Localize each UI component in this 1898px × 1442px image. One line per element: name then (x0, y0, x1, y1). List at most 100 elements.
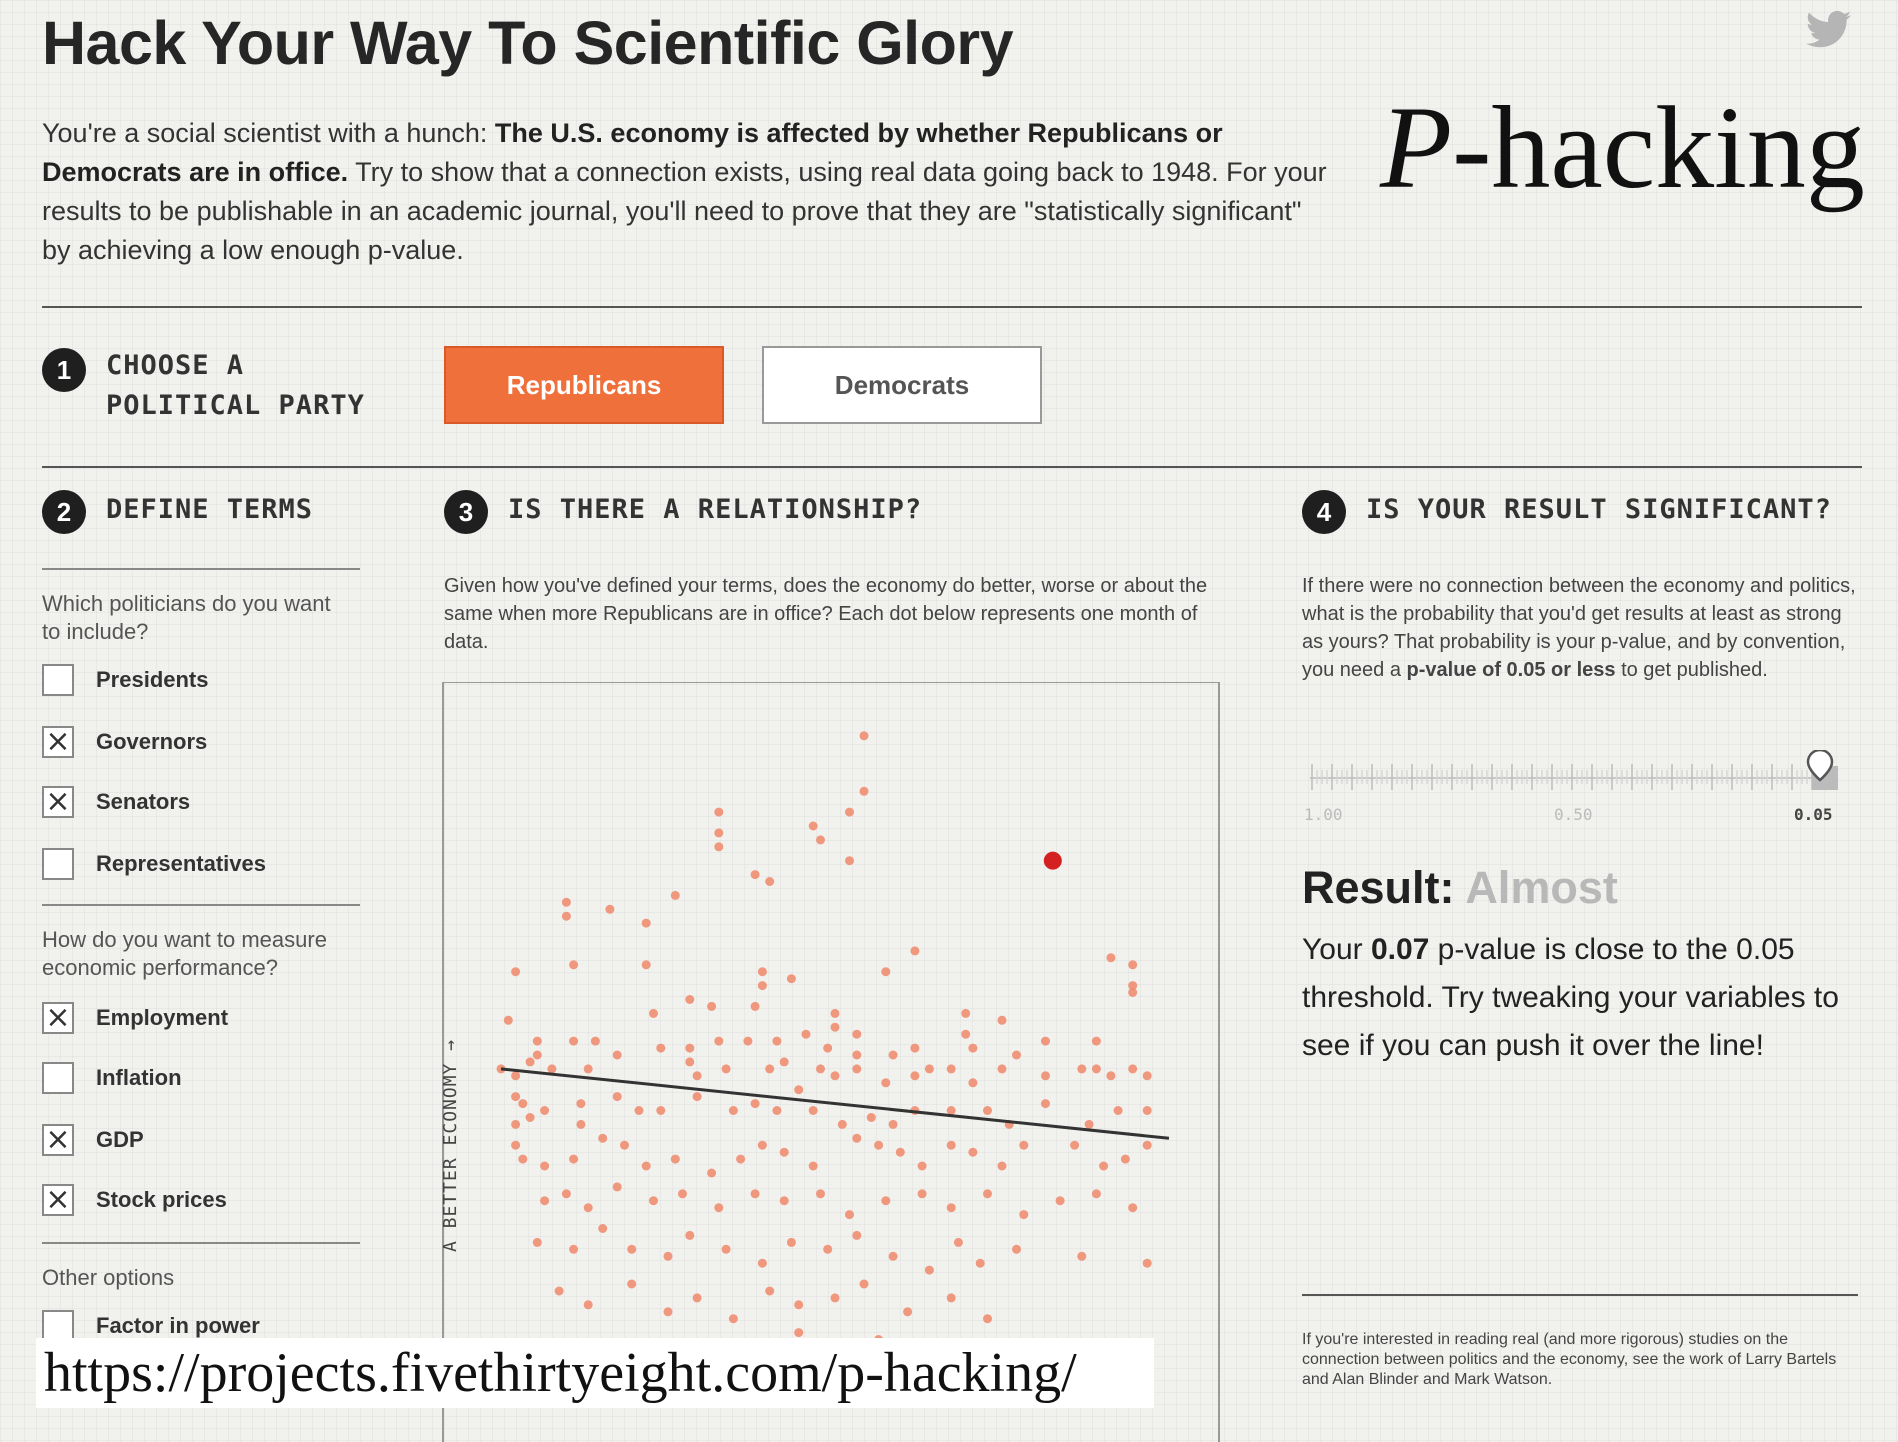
scatter-point (641, 960, 651, 970)
scatter-point (540, 1196, 550, 1206)
scatter-point (1128, 988, 1138, 997)
scatter-point (852, 1029, 862, 1039)
checkbox-representatives[interactable]: Representatives (42, 846, 266, 882)
scatter-point (728, 1106, 738, 1115)
scatter-point (656, 1106, 666, 1115)
scatter-point (569, 1036, 579, 1046)
scatter-point (903, 1307, 913, 1317)
scatter-point (881, 967, 891, 977)
scatter-point (583, 1203, 593, 1213)
scatter-point (983, 1314, 992, 1324)
scatter-point (866, 1113, 876, 1122)
scale-label-high: 1.00 (1304, 805, 1343, 824)
scatter-point (845, 856, 854, 866)
result-value: Almost (1465, 862, 1618, 913)
scatter-point (859, 786, 869, 796)
scatter-point (794, 1328, 804, 1338)
scale-label-mid: 0.50 (1554, 805, 1593, 824)
checkbox-box[interactable] (42, 664, 74, 696)
scatter-point (830, 1008, 840, 1018)
democrats-button[interactable]: Democrats (762, 346, 1042, 424)
checkbox-box[interactable]: × (42, 726, 74, 758)
scatter-point (532, 1237, 542, 1247)
scatter-point (721, 1064, 731, 1074)
scatter-point (612, 1092, 622, 1102)
checkbox-gdp[interactable]: × GDP (42, 1122, 144, 1158)
scatter-point (750, 1001, 760, 1011)
scatter-point (511, 1071, 521, 1081)
scatter-point (561, 911, 571, 921)
scatter-point (1128, 960, 1138, 970)
scatter-point (583, 1300, 593, 1310)
scatter-point (808, 821, 818, 831)
scatter-point (765, 877, 775, 886)
scatter-point (823, 1244, 833, 1254)
scatter-point (1091, 1064, 1101, 1074)
step1-label: CHOOSE A POLITICAL PARTY (106, 350, 365, 421)
scatter-point (794, 1300, 804, 1310)
divider (42, 568, 360, 570)
checkbox-label: Employment (96, 1005, 229, 1030)
scatter-point (1012, 1050, 1021, 1060)
scatter-point (750, 870, 760, 880)
checkbox-box[interactable]: × (42, 786, 74, 818)
scatter-point (1106, 1071, 1116, 1081)
checkbox-box[interactable]: × (42, 1002, 74, 1034)
checkbox-box[interactable]: × (42, 1124, 74, 1156)
checkbox-inflation[interactable]: Inflation (42, 1060, 182, 1096)
republicans-button[interactable]: Republicans (444, 346, 724, 424)
scatter-point (859, 731, 869, 741)
checkbox-presidents[interactable]: Presidents (42, 662, 209, 698)
scatter-point (830, 1022, 840, 1032)
twitter-icon[interactable] (1806, 10, 1852, 50)
checkbox-factor-in-power[interactable]: Factor in power (42, 1308, 260, 1344)
scatter-point (511, 1119, 521, 1129)
scatter-point (786, 974, 796, 984)
scatter-plot: A BETTER ECONOMY → (442, 682, 1220, 1442)
scatter-point (692, 1293, 702, 1303)
divider (1302, 1294, 1858, 1296)
divider (42, 904, 360, 906)
scatter-point (670, 890, 680, 900)
checkbox-label: Inflation (96, 1065, 182, 1090)
scatter-point (1070, 1140, 1080, 1150)
checkbox-stock-prices[interactable]: × Stock prices (42, 1182, 227, 1218)
scatter-point (845, 807, 854, 817)
checkbox-senators[interactable]: × Senators (42, 784, 190, 820)
y-axis-label: A BETTER ECONOMY → (442, 1039, 461, 1252)
scatter-point (561, 897, 571, 907)
scatter-point (721, 1244, 731, 1254)
pvalue-scale[interactable]: 1.00 0.50 0.05 (1300, 750, 1848, 840)
checkbox-box[interactable] (42, 1310, 74, 1342)
scatter-point (757, 1140, 767, 1150)
checkbox-governors[interactable]: × Governors (42, 724, 207, 760)
pvalue-marker-icon[interactable] (1806, 750, 1834, 782)
scatter-point (997, 1015, 1007, 1025)
scatter-point (627, 1244, 637, 1254)
scatter-point (511, 1140, 521, 1150)
scatter-point (612, 1182, 622, 1192)
scatter-point (1142, 1258, 1152, 1268)
scatter-point (583, 1064, 593, 1074)
checkbox-label: GDP (96, 1127, 144, 1152)
highlighted-point[interactable] (1043, 851, 1062, 870)
scatter-point (496, 1064, 506, 1074)
scatter-point (663, 1307, 673, 1317)
scatter-point (968, 1043, 978, 1053)
checkbox-employment[interactable]: × Employment (42, 1000, 228, 1036)
scatter-point (525, 1057, 535, 1067)
scatter-point (874, 1140, 884, 1150)
trend-line (500, 1067, 1170, 1140)
scatter-point (895, 1147, 905, 1157)
checkbox-box[interactable] (42, 848, 74, 880)
checkbox-box[interactable]: × (42, 1184, 74, 1216)
page-title: Hack Your Way To Scientific Glory (42, 9, 1014, 77)
checkbox-box[interactable] (42, 1062, 74, 1094)
scatter-point (1019, 1210, 1029, 1220)
result-heading: Result: Almost (1302, 862, 1618, 913)
footnote: If you're interested in reading real (an… (1302, 1331, 1837, 1388)
scatter-point (816, 835, 825, 845)
scatter-point (511, 1092, 521, 1102)
scatter-point (569, 1154, 579, 1164)
checkbox-label: Stock prices (96, 1187, 227, 1212)
